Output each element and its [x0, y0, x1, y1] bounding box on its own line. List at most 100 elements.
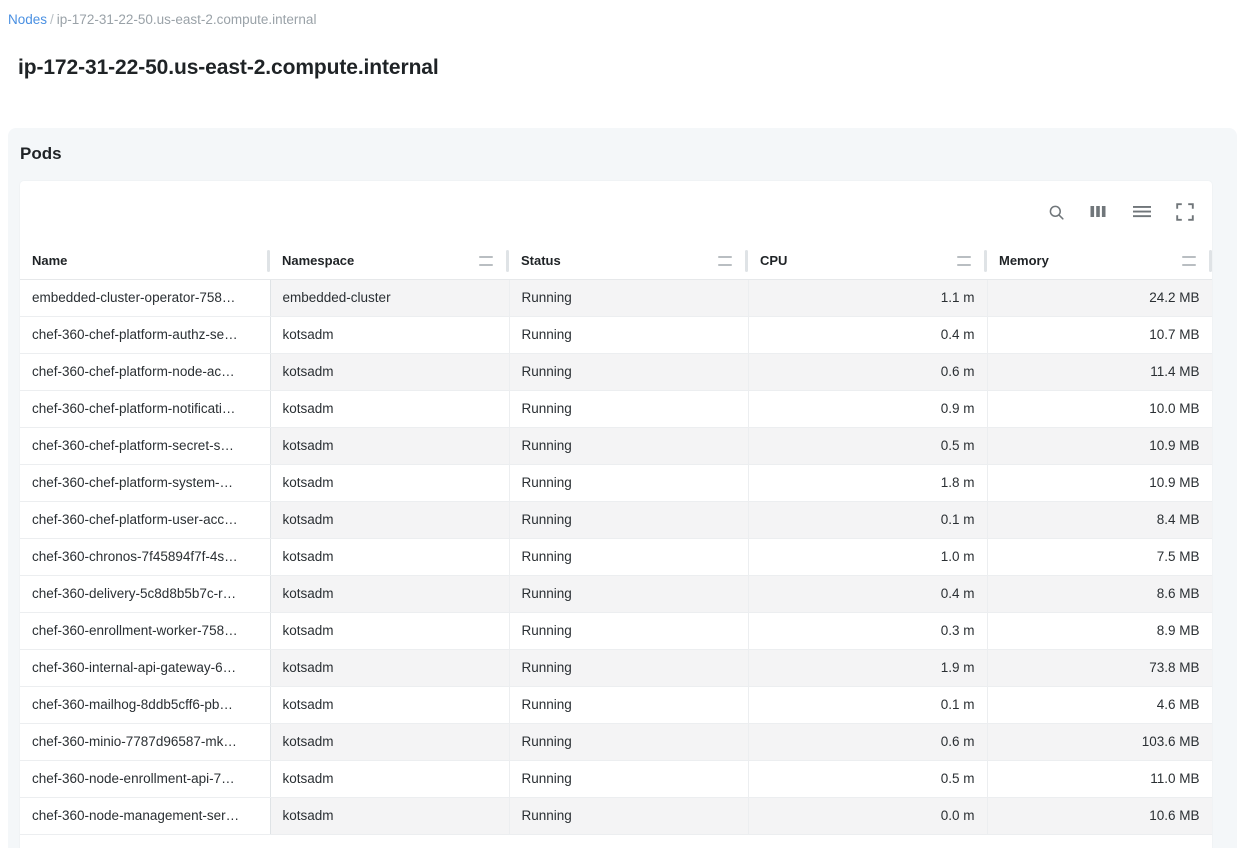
cell-name: chef-360-chef-platform-notificati…: [20, 390, 271, 428]
column-header-namespace[interactable]: Namespace: [270, 243, 510, 280]
column-resize-handle-memory[interactable]: [1209, 250, 1212, 272]
cell-status: Running: [509, 575, 749, 613]
cell-status: Running: [509, 316, 749, 354]
fullscreen-icon[interactable]: [1172, 199, 1198, 225]
cell-name: chef-360-mailhog-8ddb5cff6-pb…: [20, 686, 271, 724]
table-row[interactable]: chef-360-chef-platform-secret-s… kotsadm R…: [20, 427, 1212, 465]
cell-cpu: 1.0 m: [748, 538, 988, 576]
cell-cpu: 0.6 m: [748, 723, 988, 761]
cell-memory: 10.9 MB: [987, 427, 1212, 465]
table-row[interactable]: chef-360-chef-platform-notificati… kotsad…: [20, 390, 1212, 428]
cell-namespace: kotsadm: [270, 686, 510, 724]
table-row[interactable]: chef-360-chronos-7f45894f7f-4s… kotsadm Ru…: [20, 538, 1212, 576]
cell-cpu: 0.5 m: [748, 760, 988, 798]
column-menu-icon[interactable]: [718, 255, 732, 266]
cell-name: chef-360-chef-platform-secret-s…: [20, 427, 271, 465]
table-row[interactable]: chef-360-delivery-5c8d8b5b7c-r… kotsadm Ru…: [20, 575, 1212, 613]
column-resize-handle-name[interactable]: [267, 250, 270, 272]
cell-namespace: kotsadm: [270, 538, 510, 576]
density-icon[interactable]: [1129, 199, 1155, 225]
table-row[interactable]: chef-360-internal-api-gateway-6… kotsadm R…: [20, 649, 1212, 687]
cell-memory: 8.4 MB: [987, 501, 1212, 539]
cell-memory: 10.6 MB: [987, 797, 1212, 835]
cell-status: Running: [509, 649, 749, 687]
cell-cpu: 0.6 m: [748, 353, 988, 391]
cell-namespace: kotsadm: [270, 649, 510, 687]
cell-namespace: kotsadm: [270, 464, 510, 502]
column-menu-icon[interactable]: [957, 255, 971, 266]
cell-status: Running: [509, 464, 749, 502]
table-row[interactable]: chef-360-node-enrollment-api-7… kotsadm Ru…: [20, 760, 1212, 798]
table-row[interactable]: chef-360-mailhog-8ddb5cff6-pb… kotsadm Run…: [20, 686, 1212, 724]
breadcrumb-link-nodes[interactable]: Nodes: [8, 12, 48, 27]
cell-status: Running: [509, 797, 749, 835]
column-header-label: Name: [32, 253, 68, 269]
grid-toolbar: [20, 181, 1212, 243]
cell-cpu: 1.9 m: [748, 649, 988, 687]
table-row[interactable]: chef-360-node-management-ser… kotsadm Runn…: [20, 797, 1212, 835]
cell-status: Running: [509, 353, 749, 391]
table-row[interactable]: embedded-cluster-operator-758… embedded-c…: [20, 279, 1212, 317]
cell-memory: 73.8 MB: [987, 649, 1212, 687]
cell-cpu: 1.8 m: [748, 464, 988, 502]
cell-status: Running: [509, 427, 749, 465]
cell-name: chef-360-minio-7787d96587-mk…: [20, 723, 271, 761]
column-menu-icon[interactable]: [479, 255, 493, 266]
cell-status: Running: [509, 538, 749, 576]
cell-cpu: 0.0 m: [748, 797, 988, 835]
table-header-row: Name Namespace: [20, 243, 1212, 280]
table-row[interactable]: chef-360-chef-platform-user-acc… kotsadm R…: [20, 501, 1212, 539]
column-resize-handle-namespace[interactable]: [506, 250, 509, 272]
cell-status: Running: [509, 723, 749, 761]
pods-data-grid: Name Namespace: [20, 181, 1212, 848]
cell-name: chef-360-delivery-5c8d8b5b7c-r…: [20, 575, 271, 613]
cell-status: Running: [509, 279, 749, 317]
cell-cpu: 0.4 m: [748, 316, 988, 354]
table-row[interactable]: chef-360-chef-platform-system-… kotsadm Ru…: [20, 464, 1212, 502]
cell-memory: 7.5 MB: [987, 538, 1212, 576]
cell-name: chef-360-chef-platform-user-acc…: [20, 501, 271, 539]
grid-scroll-area[interactable]: Name Namespace: [20, 243, 1212, 848]
column-menu-icon[interactable]: [1182, 255, 1196, 266]
cell-memory: 8.6 MB: [987, 575, 1212, 613]
cell-status: Running: [509, 390, 749, 428]
pods-panel: Pods: [8, 128, 1237, 848]
cell-cpu: 0.4 m: [748, 575, 988, 613]
cell-name: chef-360-chef-platform-node-ac…: [20, 353, 271, 391]
table-row[interactable]: chef-360-enrollment-worker-758… kotsadm Ru…: [20, 612, 1212, 650]
cell-status: Running: [509, 686, 749, 724]
cell-cpu: 0.3 m: [748, 612, 988, 650]
columns-icon[interactable]: [1086, 199, 1112, 225]
column-resize-handle-cpu[interactable]: [984, 250, 987, 272]
table-row[interactable]: chef-360-chef-platform-authz-se… kotsadm R…: [20, 316, 1212, 354]
table-body: embedded-cluster-operator-758… embedded-c…: [20, 279, 1212, 835]
cell-namespace: kotsadm: [270, 797, 510, 835]
breadcrumb-separator: /: [50, 12, 54, 27]
cell-cpu: 0.5 m: [748, 427, 988, 465]
cell-namespace: kotsadm: [270, 612, 510, 650]
cell-name: chef-360-chef-platform-system-…: [20, 464, 271, 502]
table-row[interactable]: chef-360-minio-7787d96587-mk… kotsadm Runn…: [20, 723, 1212, 761]
cell-namespace: kotsadm: [270, 427, 510, 465]
column-header-name[interactable]: Name: [20, 243, 271, 280]
cell-cpu: 0.9 m: [748, 390, 988, 428]
cell-namespace: kotsadm: [270, 723, 510, 761]
cell-namespace: kotsadm: [270, 316, 510, 354]
cell-namespace: kotsadm: [270, 760, 510, 798]
column-header-status[interactable]: Status: [509, 243, 749, 280]
table-row[interactable]: chef-360-chef-platform-node-ac… kotsadm Ru…: [20, 353, 1212, 391]
cell-memory: 4.6 MB: [987, 686, 1212, 724]
cell-namespace: kotsadm: [270, 353, 510, 391]
breadcrumb: Nodes / ip-172-31-22-50.us-east-2.compute.…: [0, 0, 1259, 28]
column-header-memory[interactable]: Memory: [987, 243, 1212, 280]
cell-memory: 10.0 MB: [987, 390, 1212, 428]
column-resize-handle-status[interactable]: [745, 250, 748, 272]
cell-name: chef-360-node-enrollment-api-7…: [20, 760, 271, 798]
column-header-label: Memory: [999, 253, 1049, 269]
cell-namespace: kotsadm: [270, 390, 510, 428]
pods-panel-title: Pods: [20, 144, 62, 163]
column-header-label: CPU: [760, 253, 788, 269]
search-icon[interactable]: [1043, 199, 1069, 225]
cell-name: embedded-cluster-operator-758…: [20, 279, 271, 317]
column-header-cpu[interactable]: CPU: [748, 243, 988, 280]
